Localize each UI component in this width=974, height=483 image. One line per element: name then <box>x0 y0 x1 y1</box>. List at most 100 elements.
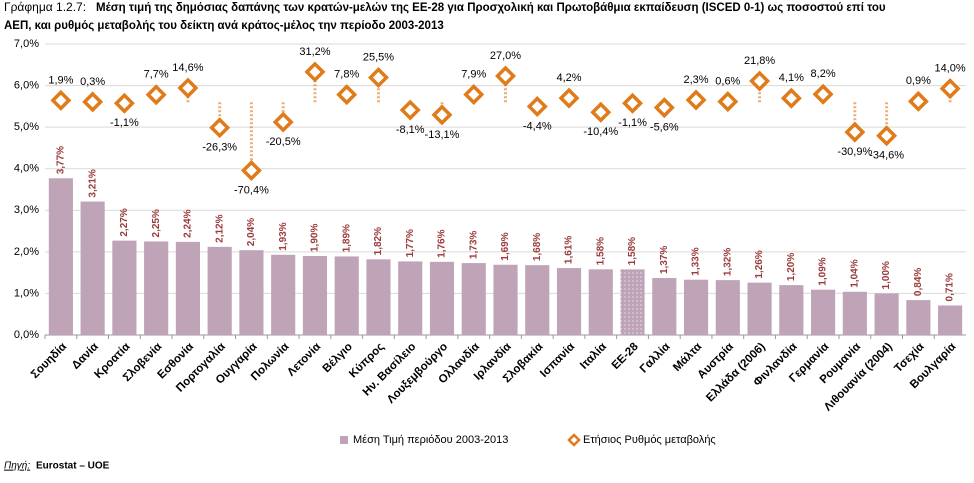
bar <box>144 241 169 335</box>
chart-title: ΑΕΠ, και ρυθμός μεταβολής του δείκτη ανά… <box>4 20 444 32</box>
value-label: 0,9% <box>906 75 931 87</box>
value-label: -26,3% <box>202 142 237 154</box>
value-label: 1,69% <box>500 232 511 260</box>
marker <box>336 84 358 106</box>
bar <box>842 291 867 335</box>
x-tick-label: Ισπανία <box>538 341 577 380</box>
value-label: 2,3% <box>684 74 709 86</box>
value-label: 1,37% <box>659 246 670 274</box>
value-label: -8,1% <box>396 124 425 136</box>
value-label: 2,25% <box>151 209 162 237</box>
y-tick-label: 2,0% <box>14 246 39 258</box>
value-label: 7,9% <box>461 68 486 80</box>
bar <box>493 264 518 335</box>
marker <box>367 66 389 88</box>
value-label: 8,2% <box>811 68 836 80</box>
bar <box>779 285 804 335</box>
source: Eurostat – UOE <box>36 461 110 472</box>
value-label: 1,26% <box>754 250 765 278</box>
bar <box>271 254 296 335</box>
marker <box>145 84 167 106</box>
source-label: Πηγή: <box>4 460 30 472</box>
y-tick-label: 0,0% <box>14 329 39 341</box>
value-label: 1,77% <box>405 229 416 257</box>
marker <box>82 91 104 113</box>
marker <box>622 92 644 114</box>
value-label: 0,71% <box>945 273 956 301</box>
value-label: -30,9% <box>837 146 872 158</box>
marker <box>780 87 802 109</box>
bar <box>461 263 486 335</box>
value-label: -1,1% <box>618 117 647 129</box>
value-label: 1,04% <box>849 259 860 287</box>
chart-title: Μέση τιμή της δημόσιας δαπάνης των κρατώ… <box>96 2 886 14</box>
value-label: 1,58% <box>595 237 606 265</box>
value-label: -10,4% <box>583 126 618 138</box>
value-label: 2,24% <box>183 209 194 237</box>
value-label: 27,0% <box>490 50 521 62</box>
bar <box>747 282 772 335</box>
marker <box>463 84 485 106</box>
legend-label: Ετήσιος Ρυθμός μεταβολής <box>583 434 716 446</box>
marker <box>209 117 231 139</box>
bar <box>302 256 328 335</box>
bar <box>239 250 264 335</box>
marker <box>399 99 421 121</box>
value-label: 7,8% <box>334 69 359 81</box>
marker <box>304 61 326 83</box>
y-tick-label: 6,0% <box>14 79 39 91</box>
bar <box>715 280 740 335</box>
bar <box>683 279 709 335</box>
marker <box>495 65 516 87</box>
bar <box>556 268 582 335</box>
value-label: 1,93% <box>278 222 289 250</box>
value-label: 0,84% <box>913 268 924 296</box>
y-tick-label: 1,0% <box>14 287 39 299</box>
value-label: 1,89% <box>341 224 352 252</box>
value-label: 14,6% <box>172 62 203 74</box>
value-label: 2,12% <box>214 214 225 242</box>
value-label: -1,1% <box>110 117 139 129</box>
value-label: 3,77% <box>56 146 67 174</box>
legend-swatch <box>340 436 348 444</box>
x-tick-label: ΕΕ-28 <box>610 340 642 372</box>
y-tick-label: 5,0% <box>14 121 39 133</box>
value-label: 31,2% <box>299 46 330 58</box>
marker <box>685 89 707 111</box>
marker <box>717 91 739 113</box>
x-tick-label: Λετονία <box>285 341 323 379</box>
marker <box>590 101 612 123</box>
marker <box>272 111 294 133</box>
marker <box>844 121 866 143</box>
marker <box>749 70 771 92</box>
value-label: 1,20% <box>786 253 797 281</box>
marker <box>240 160 262 181</box>
bar <box>811 289 836 335</box>
bar <box>398 261 423 335</box>
value-label: -20,5% <box>266 136 301 148</box>
value-label: 25,5% <box>363 51 394 63</box>
chart-label: Γράφημα 1.2.7: <box>4 0 86 14</box>
value-label: 1,33% <box>691 247 702 275</box>
value-label: 4,1% <box>779 72 804 84</box>
bar <box>366 259 391 335</box>
marker <box>113 92 135 114</box>
bar <box>938 305 963 335</box>
value-label: 3,21% <box>87 169 98 197</box>
value-label: 2,04% <box>246 218 257 246</box>
marker <box>177 77 199 99</box>
y-tick-label: 4,0% <box>14 163 39 175</box>
value-label: 0,3% <box>80 76 105 88</box>
value-label: 21,8% <box>744 55 775 67</box>
value-label: 1,09% <box>818 257 829 285</box>
marker <box>50 89 72 111</box>
bar <box>429 261 455 335</box>
x-tick-label: Σουηδία <box>29 341 69 381</box>
x-tick-label: Δανία <box>70 341 101 372</box>
value-label: -34,6% <box>869 150 904 162</box>
value-label: -13,1% <box>425 129 460 141</box>
bar <box>906 300 931 335</box>
value-label: 4,2% <box>556 72 581 84</box>
